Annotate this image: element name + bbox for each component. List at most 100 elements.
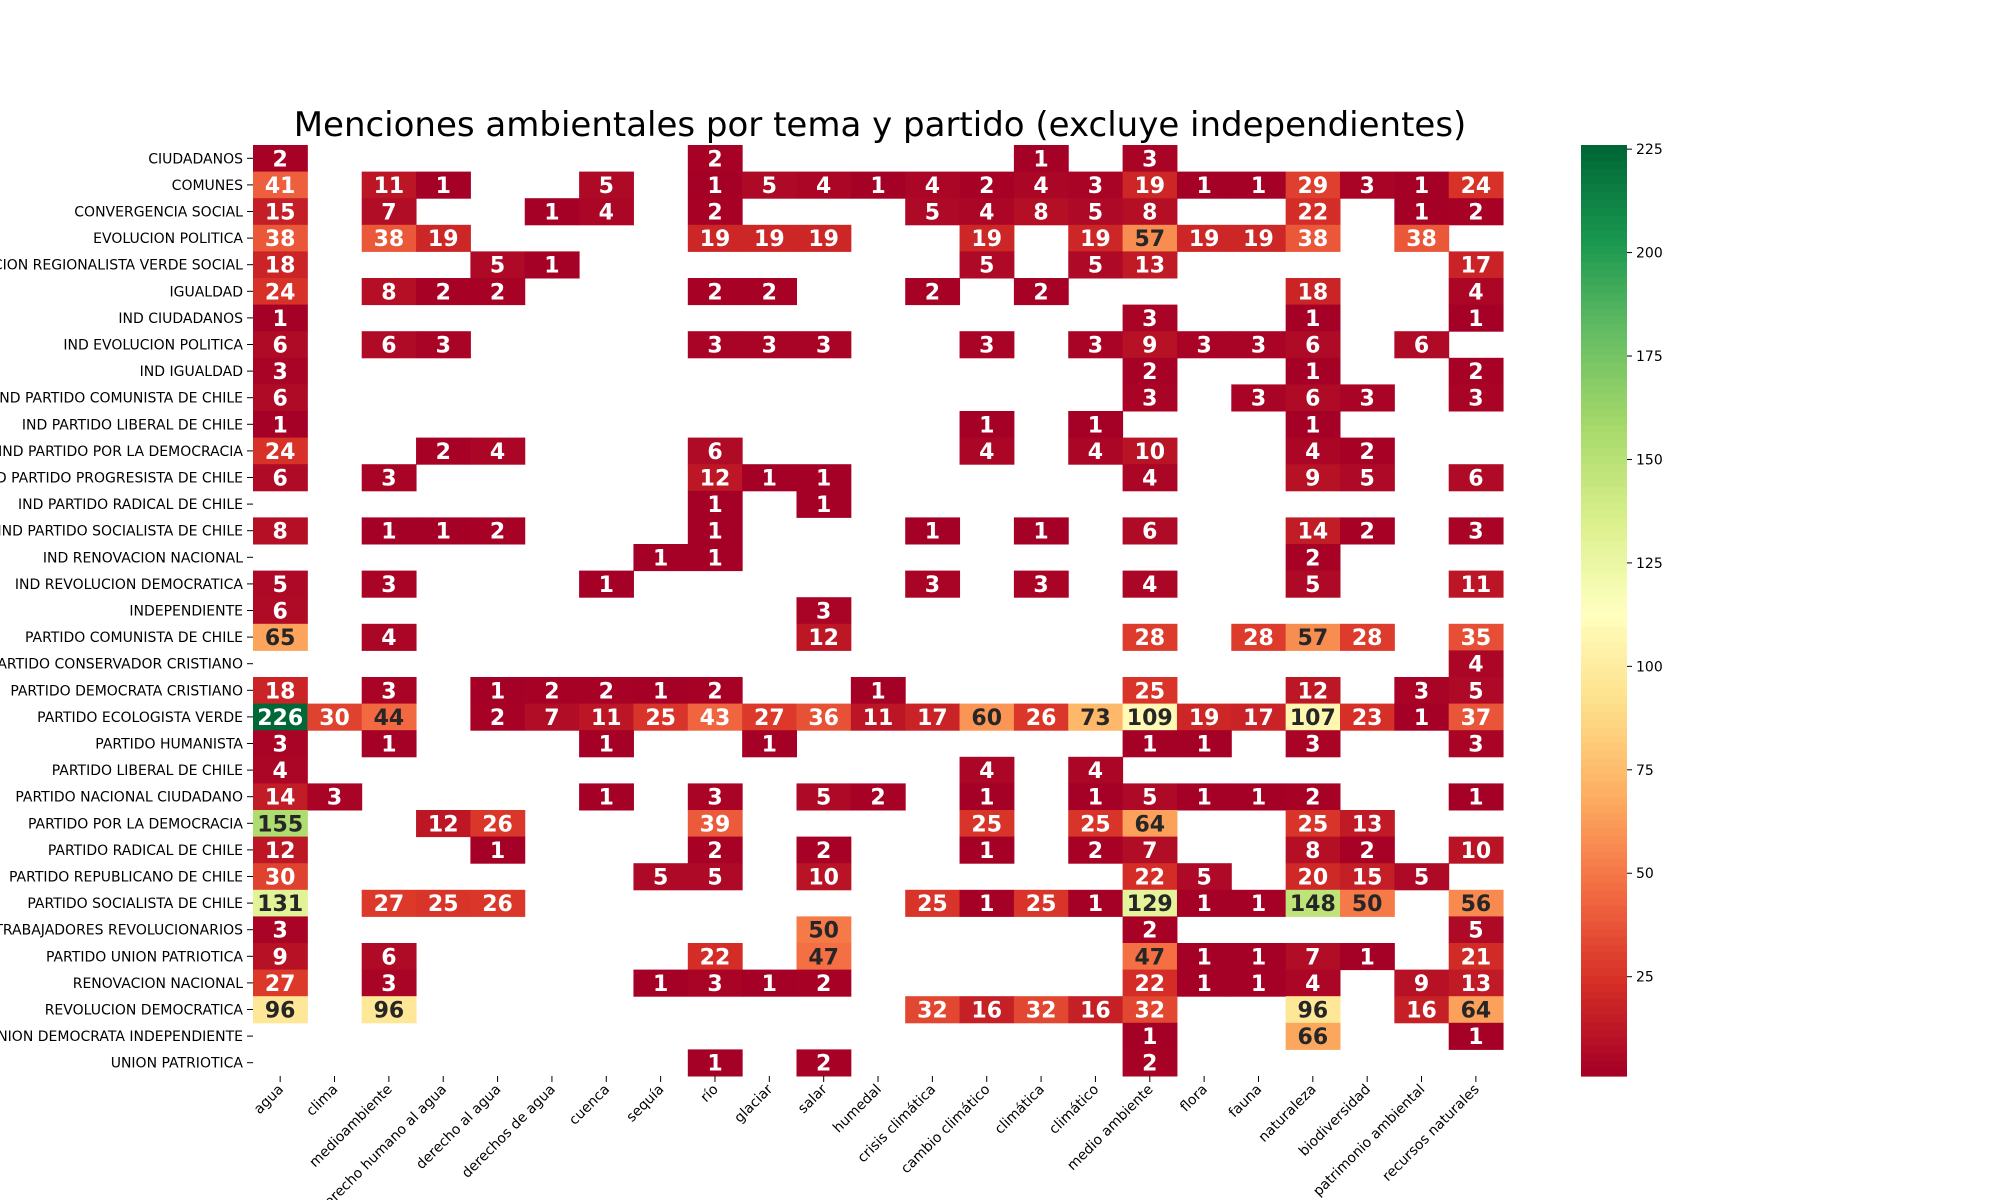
heatmap-cell — [905, 703, 961, 731]
heatmap-cell — [796, 969, 852, 997]
colorbar-segment — [1581, 905, 1627, 914]
heatmap-cell — [1285, 331, 1341, 359]
cell-value-label: 1 — [1251, 786, 1266, 811]
cell-value-label: 4 — [979, 440, 994, 465]
heatmap-cell — [742, 703, 797, 731]
cell-value-label: 6 — [1468, 467, 1483, 492]
heatmap-cell — [959, 996, 1015, 1024]
heatmap-cell — [1122, 996, 1178, 1024]
heatmap-cell — [959, 331, 1015, 359]
heatmap-cell — [796, 331, 852, 359]
row-label: RENOVACION NACIONAL — [73, 976, 243, 992]
cell-value-label: 1 — [1196, 733, 1211, 758]
cell-value-label: 9 — [1414, 972, 1429, 997]
cell-value-label: 3 — [762, 334, 777, 359]
colorbar-segment — [1581, 168, 1627, 177]
heatmap-cell — [1448, 1022, 1504, 1050]
cell-value-label: 17 — [1461, 254, 1492, 279]
heatmap-cell — [253, 703, 308, 731]
colorbar-segment — [1581, 695, 1627, 705]
cell-value-label: 7 — [381, 201, 396, 226]
cell-value-label: 11 — [1461, 573, 1492, 598]
cell-value-label: 1 — [1088, 892, 1103, 917]
colorbar-segment — [1581, 432, 1627, 441]
cell-value-label: 1 — [1468, 786, 1483, 811]
heatmap-cell — [470, 810, 526, 838]
colorbar-segment — [1581, 788, 1627, 798]
heatmap-cell — [1231, 224, 1287, 252]
cell-value-label: 1 — [381, 733, 396, 758]
column-label: climático — [1046, 1082, 1102, 1138]
cell-value-label: 35 — [1461, 626, 1492, 651]
heatmap-cell — [1285, 969, 1341, 997]
cell-value-label: 6 — [381, 945, 396, 970]
heatmap-cell — [959, 411, 1015, 439]
heatmap-cell — [687, 969, 743, 997]
heatmap-cell — [579, 570, 634, 598]
heatmap-cell — [1122, 357, 1178, 385]
heatmap-cell — [1122, 570, 1178, 598]
cell-value-label: 1 — [1033, 147, 1048, 172]
colorbar-segment — [1581, 424, 1627, 433]
heatmap-cell — [361, 517, 417, 545]
colorbar-segment — [1581, 369, 1627, 379]
colorbar-segment — [1581, 944, 1627, 953]
colorbar-segment — [1581, 982, 1627, 992]
cell-value-label: 10 — [808, 866, 839, 891]
cell-value-label: 1 — [1196, 892, 1211, 917]
heatmap-cell — [1285, 996, 1341, 1024]
heatmap-cell — [742, 331, 797, 359]
cell-value-label: 3 — [1251, 387, 1266, 412]
heatmap-cell — [1068, 331, 1124, 359]
heatmap-cell — [905, 517, 961, 545]
column-label: recursos naturales — [1380, 1082, 1483, 1185]
colorbar-segment — [1581, 750, 1627, 759]
colorbar-segment — [1581, 951, 1627, 961]
cell-value-label: 19 — [1189, 706, 1220, 731]
colorbar-segment — [1581, 804, 1627, 813]
heatmap-cell — [742, 171, 797, 199]
cell-value-label: 96 — [1298, 999, 1329, 1024]
cell-value-label: 17 — [1243, 706, 1274, 731]
cell-value-label: 6 — [1305, 387, 1320, 412]
colorbar-tick-label: 100 — [1636, 659, 1663, 675]
colorbar-segment — [1581, 191, 1627, 200]
colorbar-segment — [1581, 486, 1627, 495]
heatmap-cell — [1285, 198, 1341, 226]
heatmap-cell — [959, 756, 1015, 784]
heatmap-cell — [1013, 145, 1069, 173]
heatmap-cell — [1122, 969, 1178, 997]
cell-value-label: 3 — [1468, 520, 1483, 545]
row-label: PARTIDO POR LA DEMOCRACIA — [28, 816, 243, 832]
heatmap-cell — [253, 331, 308, 359]
cell-value-label: 5 — [273, 573, 288, 598]
heatmap-cell — [1013, 278, 1069, 306]
heatmap-cell — [416, 331, 471, 359]
colorbar-segment — [1581, 928, 1627, 937]
heatmap-cell — [1068, 783, 1124, 811]
colorbar-segment — [1581, 897, 1627, 906]
colorbar-segment — [1581, 1068, 1627, 1077]
column-label: río — [698, 1082, 722, 1106]
row-label: PARTIDO CONSERVADOR CRISTIANO — [0, 657, 243, 673]
cell-value-label: 1 — [490, 679, 505, 704]
cell-value-label: 29 — [1298, 174, 1329, 199]
colorbar-segment — [1581, 688, 1627, 697]
heatmap-cell — [361, 171, 417, 199]
row-label: IND CIUDADANOS — [118, 311, 243, 327]
heatmap-cell — [1122, 304, 1178, 332]
heatmap-cell — [1448, 278, 1504, 306]
cell-value-label: 3 — [1142, 147, 1157, 172]
cell-value-label: 56 — [1461, 892, 1492, 917]
cell-value-label: 1 — [707, 1052, 722, 1077]
colorbar-segment — [1581, 587, 1627, 596]
heatmap-cell — [253, 916, 308, 944]
cell-value-label: 109 — [1127, 706, 1173, 731]
heatmap-cell — [579, 171, 634, 199]
colorbar-segment — [1581, 563, 1627, 573]
cell-value-label: 22 — [1134, 866, 1165, 891]
cell-value-label: 38 — [265, 227, 296, 252]
colorbar-segment — [1581, 152, 1627, 162]
cell-value-label: 2 — [1468, 201, 1483, 226]
